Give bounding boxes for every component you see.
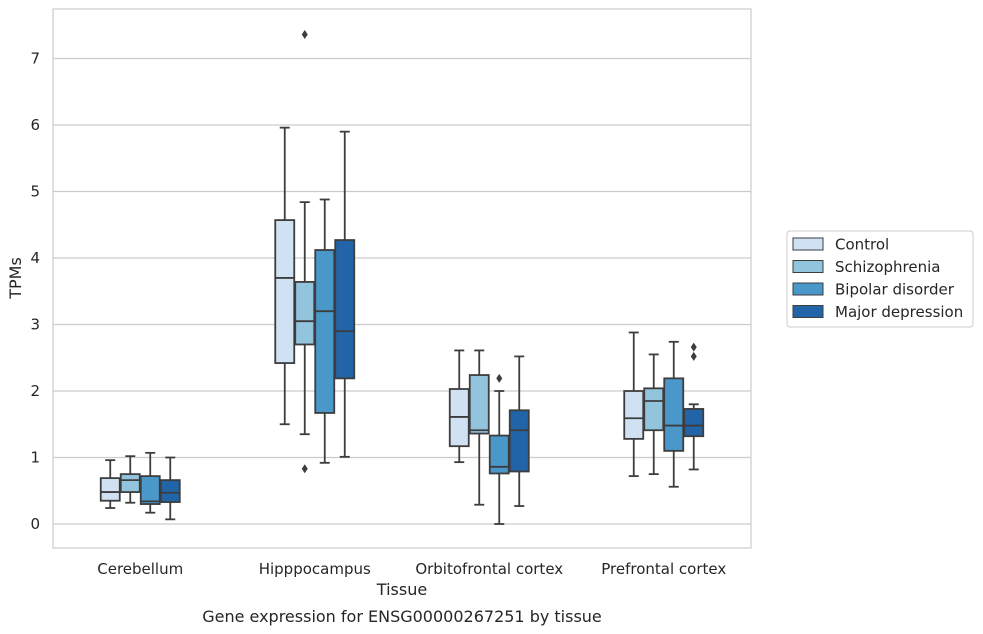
box [683,408,705,438]
box [468,374,490,435]
legend-label: Schizophrenia [835,258,940,276]
box [294,281,316,346]
legend-swatch [792,282,824,296]
boxes [99,30,705,525]
legend-frame [786,230,974,328]
box [663,377,685,452]
outlier-marker [301,30,308,40]
legend-swatch [792,305,824,318]
box [119,473,141,493]
outlier-marker [690,351,697,361]
box [274,219,296,364]
legend-swatch [792,237,824,251]
plot-background [53,9,751,548]
legend-label: Major depression [835,303,963,321]
y-tick-label: 5 [30,183,40,201]
y-tick-label: 2 [30,382,40,400]
box [508,409,530,473]
outlier-marker [690,342,697,352]
box [623,390,645,440]
y-tick-label: 7 [30,50,40,68]
x-tick-label: Prefrontal cortex [601,560,726,578]
outlier-marker [496,373,503,383]
box [488,434,510,475]
box [314,249,336,414]
box [139,475,161,505]
outlier-marker [301,464,308,474]
plot-frame [52,8,752,549]
legend-label: Bipolar disorder [835,281,955,299]
box [334,239,356,380]
y-tick-labels: 0 1 2 3 4 5 6 7 [30,50,40,534]
box [643,387,665,432]
x-tick-label: Orbitofrontal cortex [415,560,563,578]
box [99,477,121,502]
legend-swatch [792,260,824,273]
y-tick-label: 4 [30,249,40,267]
y-tick-label: 6 [30,116,40,134]
y-tick-label: 1 [30,449,40,467]
box [159,479,181,503]
y-tick-label: 3 [30,316,40,334]
chart-caption: Gene expression for ENSG00000267251 by t… [202,607,602,626]
x-axis-label: Tissue [376,580,427,599]
y-tick-label: 0 [30,515,40,533]
y-axis-label: TPMs [6,257,25,300]
x-tick-label: Hipppocampus [259,560,371,578]
x-tick-label: Cerebellum [97,560,183,578]
legend-label: Control [835,236,889,254]
legend: Control Schizophrenia Bipolar disorder Majo… [786,230,974,328]
x-tick-labels: Cerebellum Hipppocampus Orbitofrontal cort… [97,560,726,578]
